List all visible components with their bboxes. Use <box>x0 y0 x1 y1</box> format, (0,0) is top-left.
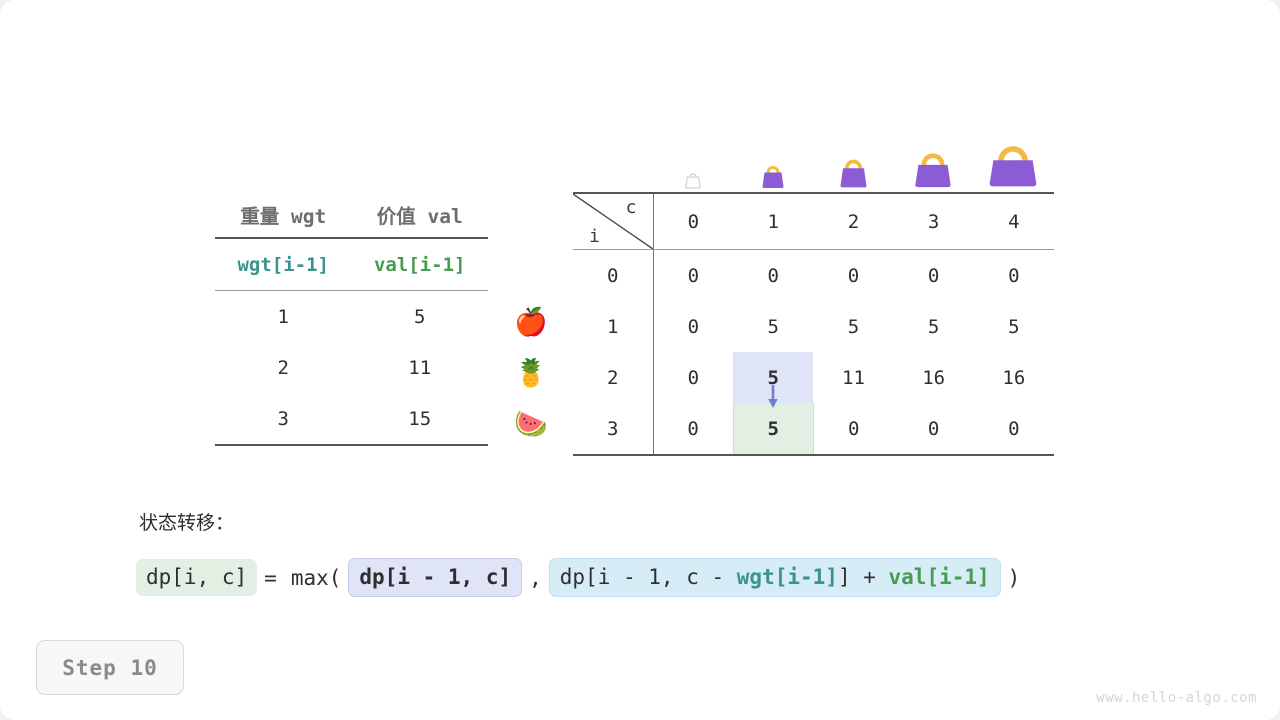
dp-cell-1-2: 5 <box>847 315 860 338</box>
bag-icon-3 <box>893 126 973 190</box>
bag-icon-2-svg <box>840 159 866 188</box>
formula-option2-box: dp[i - 1, c - wgt[i-1]] + val[i-1] <box>548 558 1001 597</box>
dp-cell-1-4: 5 <box>1008 315 1020 338</box>
formula-option1-box: dp[i - 1, c] <box>348 558 523 597</box>
transition-label: 状态转移： <box>139 512 235 534</box>
formula-max-open: max( <box>290 565 342 590</box>
dp-cell-2-3: 16 <box>922 366 946 389</box>
formula-comma: , <box>529 565 542 590</box>
items-table: 重量 wgt 价值 val wgt[i-1] val[i-1] 1 5 2 11… <box>215 192 488 446</box>
items-table-symbol-row: wgt[i-1] val[i-1] <box>215 238 488 291</box>
dp-cell-2-0: 0 <box>687 366 700 389</box>
dp-cell-1-0: 0 <box>687 315 700 338</box>
val-symbol-text: val[i-1] <box>373 253 466 276</box>
dp-header-row: c i 0 1 2 3 4 <box>573 192 1054 250</box>
dp-row-0: 0 0 0 0 0 0 <box>573 249 1054 301</box>
bag-icon-4 <box>973 126 1053 190</box>
apple-icon: 🍎 <box>514 306 548 338</box>
bag-icon-1-svg <box>762 166 784 188</box>
dp-row-axis-label: i <box>589 226 600 247</box>
items-symbol-wgt: wgt[i-1] <box>215 238 352 291</box>
dp-cell-3-2: 0 <box>813 403 894 456</box>
wgt-symbol-text: wgt[i-1] <box>237 253 329 276</box>
down-arrow-icon <box>767 384 779 415</box>
dp-col-header-2: 2 <box>813 192 894 250</box>
formula-option2-middle: ] + <box>837 565 889 589</box>
item-value-1: 5 <box>414 305 426 328</box>
items-symbol-val: val[i-1] <box>351 238 488 291</box>
dp-col-header-3: 3 <box>893 192 974 250</box>
item-value-2: 11 <box>408 356 432 379</box>
items-table-row: 1 5 <box>215 291 488 343</box>
dp-cell-1-1: 5 <box>767 315 779 338</box>
dp-cell-3-0: 0 <box>653 403 734 456</box>
formula-option2-wgt: wgt[i-1] <box>736 565 838 589</box>
item-weight-2: 2 <box>277 356 289 379</box>
dp-row-header-3: 3 <box>573 403 654 456</box>
dp-cell-0-3: 0 <box>927 264 940 287</box>
bag-icon-1 <box>733 126 813 190</box>
pineapple-icon: 🍍 <box>514 357 548 389</box>
dp-row-1: 1 0 5 5 5 5 <box>573 301 1054 352</box>
dp-row-header-0: 0 <box>573 249 654 301</box>
item-weight-1: 1 <box>277 305 289 328</box>
bag-icon-3-svg <box>915 153 951 188</box>
down-arrow-icon-svg <box>768 385 779 408</box>
item-value-3: 15 <box>351 393 488 446</box>
bag-icon-2 <box>813 126 893 190</box>
dp-corner-cell: c i <box>573 192 654 250</box>
dp-cell-2-4: 16 <box>1002 366 1026 389</box>
watermark: www.hello-algo.com <box>1096 690 1257 706</box>
dp-cell-2-1-highlighted-prev: 5 <box>733 352 814 408</box>
items-table-row: 3 15 <box>215 393 488 446</box>
dp-col-header-0: 0 <box>653 192 734 250</box>
corner-diagonal-line <box>573 194 653 249</box>
bag-icon-empty-svg <box>685 173 701 189</box>
dp-cell-1-3: 5 <box>927 315 940 338</box>
formula-max-close: ) <box>1007 565 1021 590</box>
dp-row-header-1: 1 <box>573 301 654 352</box>
formula-option2-val: val[i-1] <box>888 565 990 589</box>
dp-row-header-2: 2 <box>573 352 654 403</box>
fruit-icon-column: 🍎 🍍 🍉 <box>500 296 562 449</box>
dp-row-2: 2 0 5 11 16 16 <box>573 352 1054 408</box>
items-header-value: 价值 val <box>351 192 488 239</box>
transition-formula: dp[i, c] = max( dp[i - 1, c] , dp[i - 1,… <box>136 558 1027 597</box>
dp-cell-0-4: 0 <box>1008 264 1020 287</box>
dp-cell-0-0: 0 <box>687 264 700 287</box>
formula-option2-prefix: dp[i - 1, c - <box>559 565 737 589</box>
watermelon-icon: 🍉 <box>514 408 548 440</box>
dp-col-header-4: 4 <box>973 192 1054 250</box>
bag-icon-empty <box>653 126 733 190</box>
dp-col-header-1: 1 <box>733 192 814 250</box>
dp-cell-2-1-value: 5 <box>767 366 779 389</box>
items-table-row: 2 11 <box>215 342 488 393</box>
formula-equals: = <box>264 565 277 590</box>
dp-col-axis-label: c <box>625 197 637 218</box>
formula-target-box: dp[i, c] <box>136 559 258 596</box>
dp-cell-0-1: 0 <box>767 264 779 287</box>
item-weight-3: 3 <box>215 393 352 446</box>
step-badge: Step 10 <box>36 640 184 695</box>
dp-cell-3-1-highlighted-current: 5 <box>732 403 814 456</box>
items-header-weight: 重量 wgt <box>215 192 352 239</box>
dp-cell-3-3: 0 <box>893 403 974 456</box>
dp-row-3: 3 0 5 0 0 0 <box>573 403 1054 456</box>
dp-table: c i 0 1 2 3 4 0 0 0 0 0 0 1 0 <box>573 192 1054 456</box>
dp-cell-2-2: 11 <box>842 366 865 389</box>
items-table-header-row: 重量 wgt 价值 val <box>215 192 488 239</box>
bag-icon-row <box>653 126 1054 190</box>
bag-icon-4-svg <box>989 146 1037 187</box>
dp-cell-0-2: 0 <box>847 264 860 287</box>
dp-cell-3-4: 0 <box>973 403 1054 456</box>
